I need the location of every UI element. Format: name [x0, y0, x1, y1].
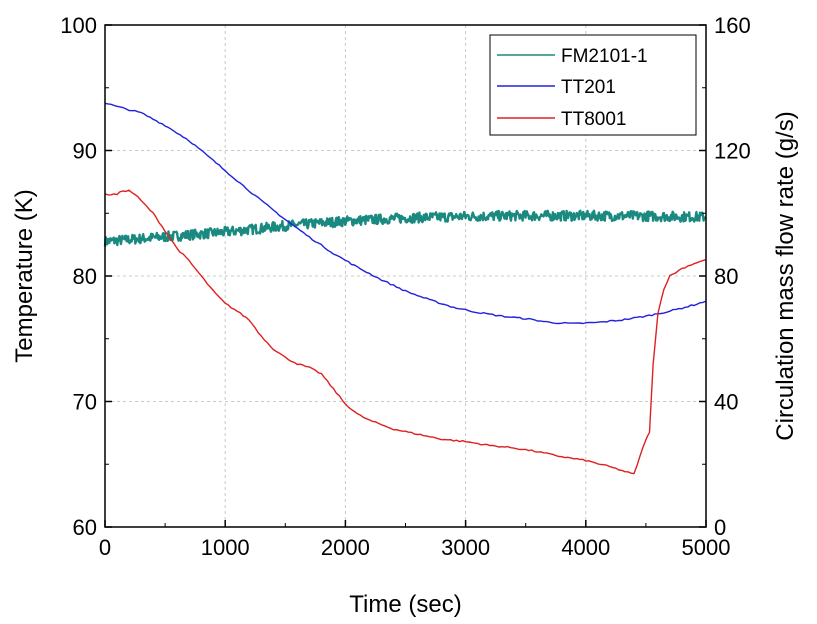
x-axis-title: Time (sec)	[349, 591, 461, 618]
y-right-tick-label: 160	[714, 13, 751, 38]
ticks: 0 1000 2000 3000 4000 50006070809010004080120…	[60, 13, 750, 560]
x-tick-label: 1000	[201, 535, 250, 560]
y-left-tick-label: 60	[73, 515, 97, 540]
series-line-tt8001	[104, 189, 707, 475]
legend: FM2101-1 TT201 TT8001	[489, 34, 697, 136]
series-layer	[103, 102, 707, 475]
x-tick-label: 5000	[682, 535, 731, 560]
y-right-tick-label: 0	[714, 515, 726, 540]
y-right-tick-label: 40	[714, 390, 738, 415]
legend-label-tt201: TT201	[561, 77, 616, 98]
x-tick-label: 4000	[561, 535, 610, 560]
y-left-tick-label: 100	[60, 13, 97, 38]
y-axis-title-right: Circulation mass flow rate (g/s)	[772, 111, 799, 440]
y-right-tick-label: 120	[714, 139, 751, 164]
x-tick-label: 2000	[321, 535, 370, 560]
legend-label-tt8001: TT8001	[561, 109, 626, 130]
y-axis-title-left: Temperature (K)	[11, 189, 38, 362]
x-tick-label: 0	[99, 535, 111, 560]
legend-label-fm2101-1: FM2101-1	[561, 46, 648, 67]
y-right-tick-label: 80	[714, 264, 738, 289]
y-left-tick-label: 80	[73, 264, 97, 289]
y-left-tick-label: 90	[73, 139, 97, 164]
y-left-tick-label: 70	[73, 390, 97, 415]
x-tick-label: 3000	[441, 535, 490, 560]
series-line-tt201	[104, 102, 707, 325]
grid-lines	[105, 25, 706, 527]
series-line-fm2101-1	[103, 209, 707, 247]
